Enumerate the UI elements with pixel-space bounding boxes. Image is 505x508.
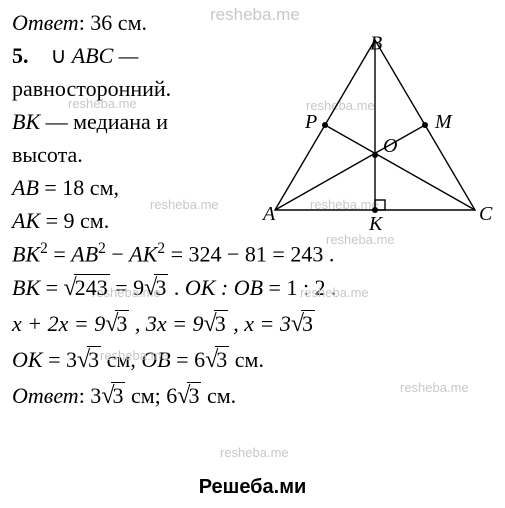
answer-label: Ответ — [12, 383, 79, 408]
var: AK — [129, 241, 157, 266]
sqrt: √3 — [204, 306, 228, 342]
sqrt: √3 — [144, 270, 168, 306]
var: AB — [71, 241, 98, 266]
label-O: O — [383, 135, 397, 157]
text: = 9 см. — [40, 208, 109, 233]
sqrt-arg: 3 — [301, 310, 315, 336]
text: = 9 — [110, 275, 144, 300]
text: , x = 3 — [228, 311, 291, 336]
text: = 6 — [171, 347, 205, 372]
var: BK — [12, 241, 40, 266]
text: = 18 см, — [39, 175, 119, 200]
equation-line: BK = √243 = 9√3 . OK : OB = 1 : 2 . — [12, 270, 493, 306]
eq: = — [48, 241, 71, 266]
var: OK : OB — [185, 275, 263, 300]
sqrt-arg: 3 — [111, 382, 125, 408]
label-A: A — [261, 203, 276, 225]
sqrt-arg: 3 — [87, 346, 101, 372]
var: OK — [12, 347, 43, 372]
var: AK — [12, 208, 40, 233]
sqrt-arg: 243 — [74, 274, 110, 300]
var: OB — [141, 347, 170, 372]
text: см; 6 — [125, 383, 177, 408]
equation-line: x + 2x = 9√3 , 3x = 9√3 , x = 3√3 — [12, 306, 493, 342]
label-K: K — [368, 213, 384, 235]
text: x + 2x = 9 — [12, 311, 105, 336]
sqrt: √3 — [105, 306, 129, 342]
triangle-symbol: ∪ — [51, 43, 67, 68]
eq: = — [40, 275, 63, 300]
sqrt-arg: 3 — [187, 382, 201, 408]
sqrt: √3 — [205, 342, 229, 378]
label-M: M — [434, 111, 453, 133]
text: см, — [101, 347, 141, 372]
label-P: P — [304, 111, 317, 133]
text: см. — [229, 347, 264, 372]
sqrt: √3 — [101, 378, 125, 414]
var: BK — [12, 275, 40, 300]
sqrt: √3 — [77, 342, 101, 378]
var: AB — [12, 175, 39, 200]
text: ABC — — [67, 43, 139, 68]
sqrt-arg: 3 — [154, 274, 168, 300]
sqrt-arg: 3 — [214, 310, 228, 336]
label-B: B — [370, 33, 382, 55]
text: — медиана и — [40, 109, 168, 134]
equation-line: OK = 3√3 см, OB = 6√3 см. — [12, 342, 493, 378]
text: см. — [201, 383, 236, 408]
text: : 3 — [79, 383, 102, 408]
minus: − — [106, 241, 129, 266]
var: BK — [12, 109, 40, 134]
text: = 3 — [43, 347, 77, 372]
sqrt: √3 — [291, 306, 315, 342]
sqrt: √243 — [64, 270, 110, 306]
sqrt-arg: 3 — [215, 346, 229, 372]
text: = 1 : 2 . — [263, 275, 337, 300]
footer-brand: Решеба.ми — [0, 472, 505, 502]
triangle-diagram: A B C P M O K — [255, 30, 495, 250]
answer-line: Ответ: 3√3 см; 6√3 см. — [12, 378, 493, 414]
problem-number: 5. — [12, 43, 29, 68]
label-C: C — [479, 203, 493, 225]
watermark: resheba.me — [220, 443, 289, 463]
answer-value: : 36 см. — [79, 10, 147, 35]
text: . — [168, 275, 185, 300]
sqrt-arg: 3 — [115, 310, 129, 336]
sqrt: √3 — [177, 378, 201, 414]
answer-label: Ответ — [12, 10, 79, 35]
text: , 3x = 9 — [129, 311, 203, 336]
